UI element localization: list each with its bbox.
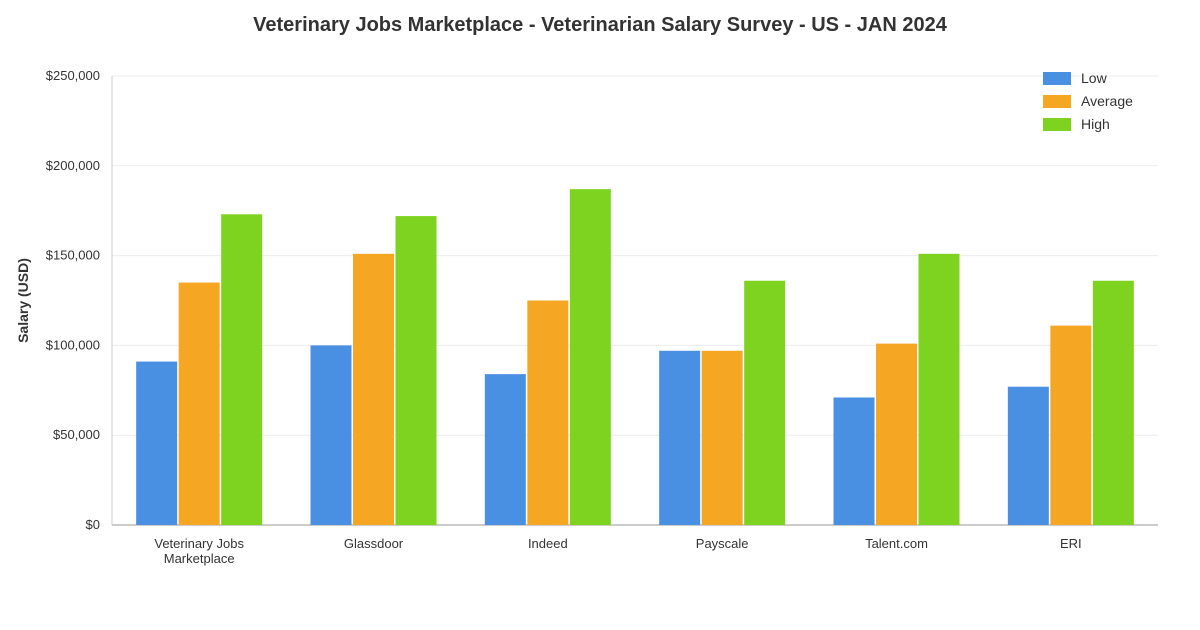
bar-low [310,345,352,525]
y-tick-label: $250,000 [46,68,100,83]
bar-high [221,214,263,526]
legend-swatch-average [1043,95,1071,108]
x-tick-label: Indeed [528,536,568,551]
bar-average [178,282,220,525]
legend-label: Low [1081,70,1108,86]
y-tick-label: $100,000 [46,337,100,352]
bar-low [136,361,178,525]
bar-low [1007,386,1049,525]
legend-swatch-high [1043,118,1071,131]
bar-high [918,253,960,525]
bar-high [395,216,437,525]
bar-high [569,189,611,525]
y-axis-label: Salary (USD) [15,258,31,343]
y-tick-label: $0 [86,517,100,532]
bar-low [484,374,526,525]
chart-title: Veterinary Jobs Marketplace - Veterinari… [253,14,947,36]
x-tick-label: Payscale [696,536,749,551]
x-tick-label: ERI [1060,536,1082,551]
legend-swatch-low [1043,72,1071,85]
legend-label: Average [1081,93,1133,109]
x-tick-label: Glassdoor [344,536,404,551]
bar-high [1092,280,1134,525]
y-tick-label: $200,000 [46,158,100,173]
y-tick-label: $150,000 [46,248,100,263]
bar-average [527,300,569,525]
x-tick-label: Talent.com [865,536,928,551]
y-tick-label: $50,000 [53,427,100,442]
bar-average [353,253,394,525]
x-tick-label: Marketplace [164,551,235,566]
bar-low [659,350,701,525]
legend-label: High [1081,116,1110,132]
x-tick-label: Veterinary Jobs [154,536,244,551]
bar-average [701,350,743,525]
bar-low [833,397,875,525]
bar-high [744,280,786,525]
bar-average [1050,325,1092,525]
bar-average [876,343,917,525]
